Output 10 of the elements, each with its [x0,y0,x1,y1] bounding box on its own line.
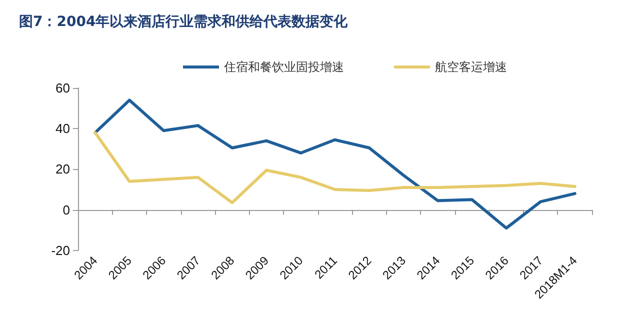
y-tick-label: -20 [51,242,70,258]
y-tick-label: 20 [56,162,70,177]
legend-label: 航空客运增速 [435,60,507,74]
y-tick-label: 0 [62,202,70,218]
y-tick-label: 40 [56,121,70,136]
y-tick-label: 60 [56,80,70,96]
chart-title: 图7：2004年以来酒店行业需求和供给代表数据变化 [19,13,349,30]
line-series [94,131,576,204]
legend-label: 住宿和餐饮业固投增速 [223,60,344,74]
line-series [94,98,576,230]
